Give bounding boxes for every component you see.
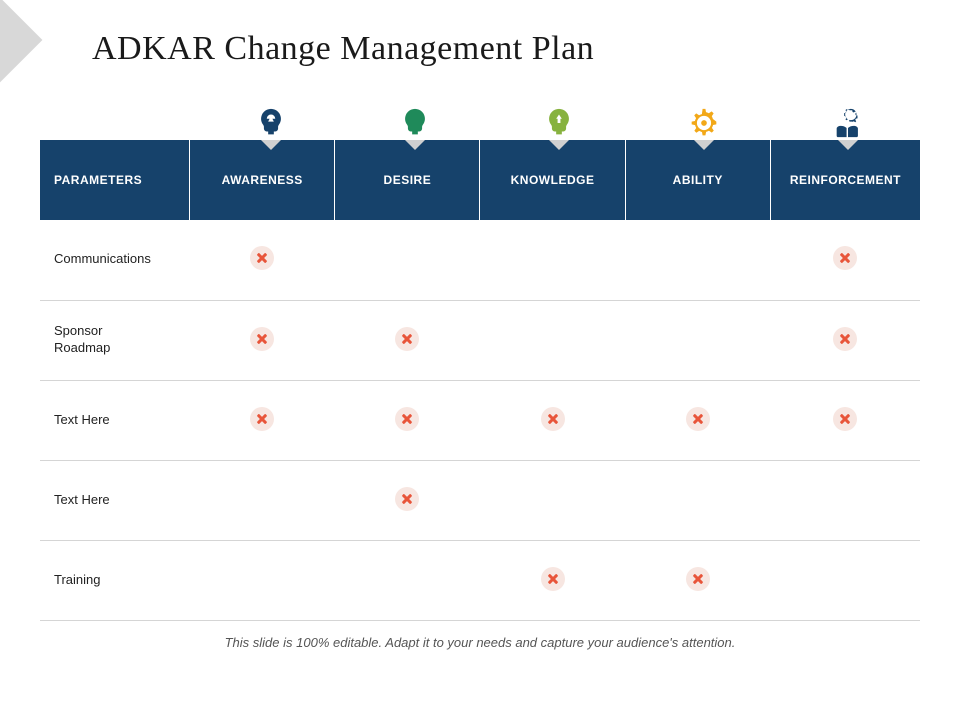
x-mark-icon — [541, 567, 565, 591]
x-mark-icon — [833, 246, 857, 270]
table-row: Communications — [40, 220, 920, 300]
footer-note: This slide is 100% editable. Adapt it to… — [40, 635, 920, 650]
mark-cell — [190, 380, 335, 460]
col-header-desire: Desire — [335, 140, 480, 220]
mark-cell — [770, 300, 920, 380]
mark-cell — [190, 460, 335, 540]
x-mark-icon — [833, 327, 857, 351]
mark-cell — [190, 540, 335, 620]
row-label: SponsorRoadmap — [40, 300, 190, 380]
x-mark-icon — [833, 407, 857, 431]
col-header-parameters: Parameters — [40, 140, 190, 220]
ability-icon — [631, 92, 775, 140]
mark-cell — [625, 220, 770, 300]
awareness-icon — [199, 92, 343, 140]
mark-cell — [770, 460, 920, 540]
mark-cell — [335, 220, 480, 300]
mark-cell — [480, 460, 625, 540]
mark-cell — [625, 300, 770, 380]
mark-cell — [770, 540, 920, 620]
mark-cell — [480, 300, 625, 380]
col-header-reinforcement: Reinforcement — [770, 140, 920, 220]
mark-cell — [480, 380, 625, 460]
col-header-knowledge: Knowledge — [480, 140, 625, 220]
mark-cell — [335, 300, 480, 380]
x-mark-icon — [686, 567, 710, 591]
page-title: ADKAR Change Management Plan — [0, 0, 960, 68]
row-label: Communications — [40, 220, 190, 300]
mark-cell — [480, 540, 625, 620]
col-header-awareness: Awareness — [190, 140, 335, 220]
mark-cell — [770, 380, 920, 460]
row-label: Training — [40, 540, 190, 620]
column-icons-row — [40, 92, 920, 140]
table-row: SponsorRoadmap — [40, 300, 920, 380]
mark-cell — [625, 540, 770, 620]
mark-cell — [480, 220, 625, 300]
knowledge-icon — [487, 92, 631, 140]
col-header-ability: Ability — [625, 140, 770, 220]
reinforcement-icon — [776, 92, 920, 140]
mark-cell — [335, 540, 480, 620]
mark-cell — [625, 380, 770, 460]
x-mark-icon — [250, 327, 274, 351]
x-mark-icon — [541, 407, 565, 431]
mark-cell — [625, 460, 770, 540]
x-mark-icon — [395, 487, 419, 511]
x-mark-icon — [395, 327, 419, 351]
x-mark-icon — [250, 407, 274, 431]
x-mark-icon — [250, 246, 274, 270]
table-row: Training — [40, 540, 920, 620]
mark-cell — [770, 220, 920, 300]
table-row: Text Here — [40, 460, 920, 540]
mark-cell — [190, 300, 335, 380]
desire-icon — [343, 92, 487, 140]
mark-cell — [190, 220, 335, 300]
table-header-row: ParametersAwarenessDesireKnowledgeAbilit… — [40, 140, 920, 220]
row-label: Text Here — [40, 380, 190, 460]
adkar-table: ParametersAwarenessDesireKnowledgeAbilit… — [40, 140, 920, 621]
row-label: Text Here — [40, 460, 190, 540]
x-mark-icon — [686, 407, 710, 431]
x-mark-icon — [395, 407, 419, 431]
mark-cell — [335, 380, 480, 460]
mark-cell — [335, 460, 480, 540]
table-row: Text Here — [40, 380, 920, 460]
adkar-table-container: ParametersAwarenessDesireKnowledgeAbilit… — [40, 92, 920, 650]
